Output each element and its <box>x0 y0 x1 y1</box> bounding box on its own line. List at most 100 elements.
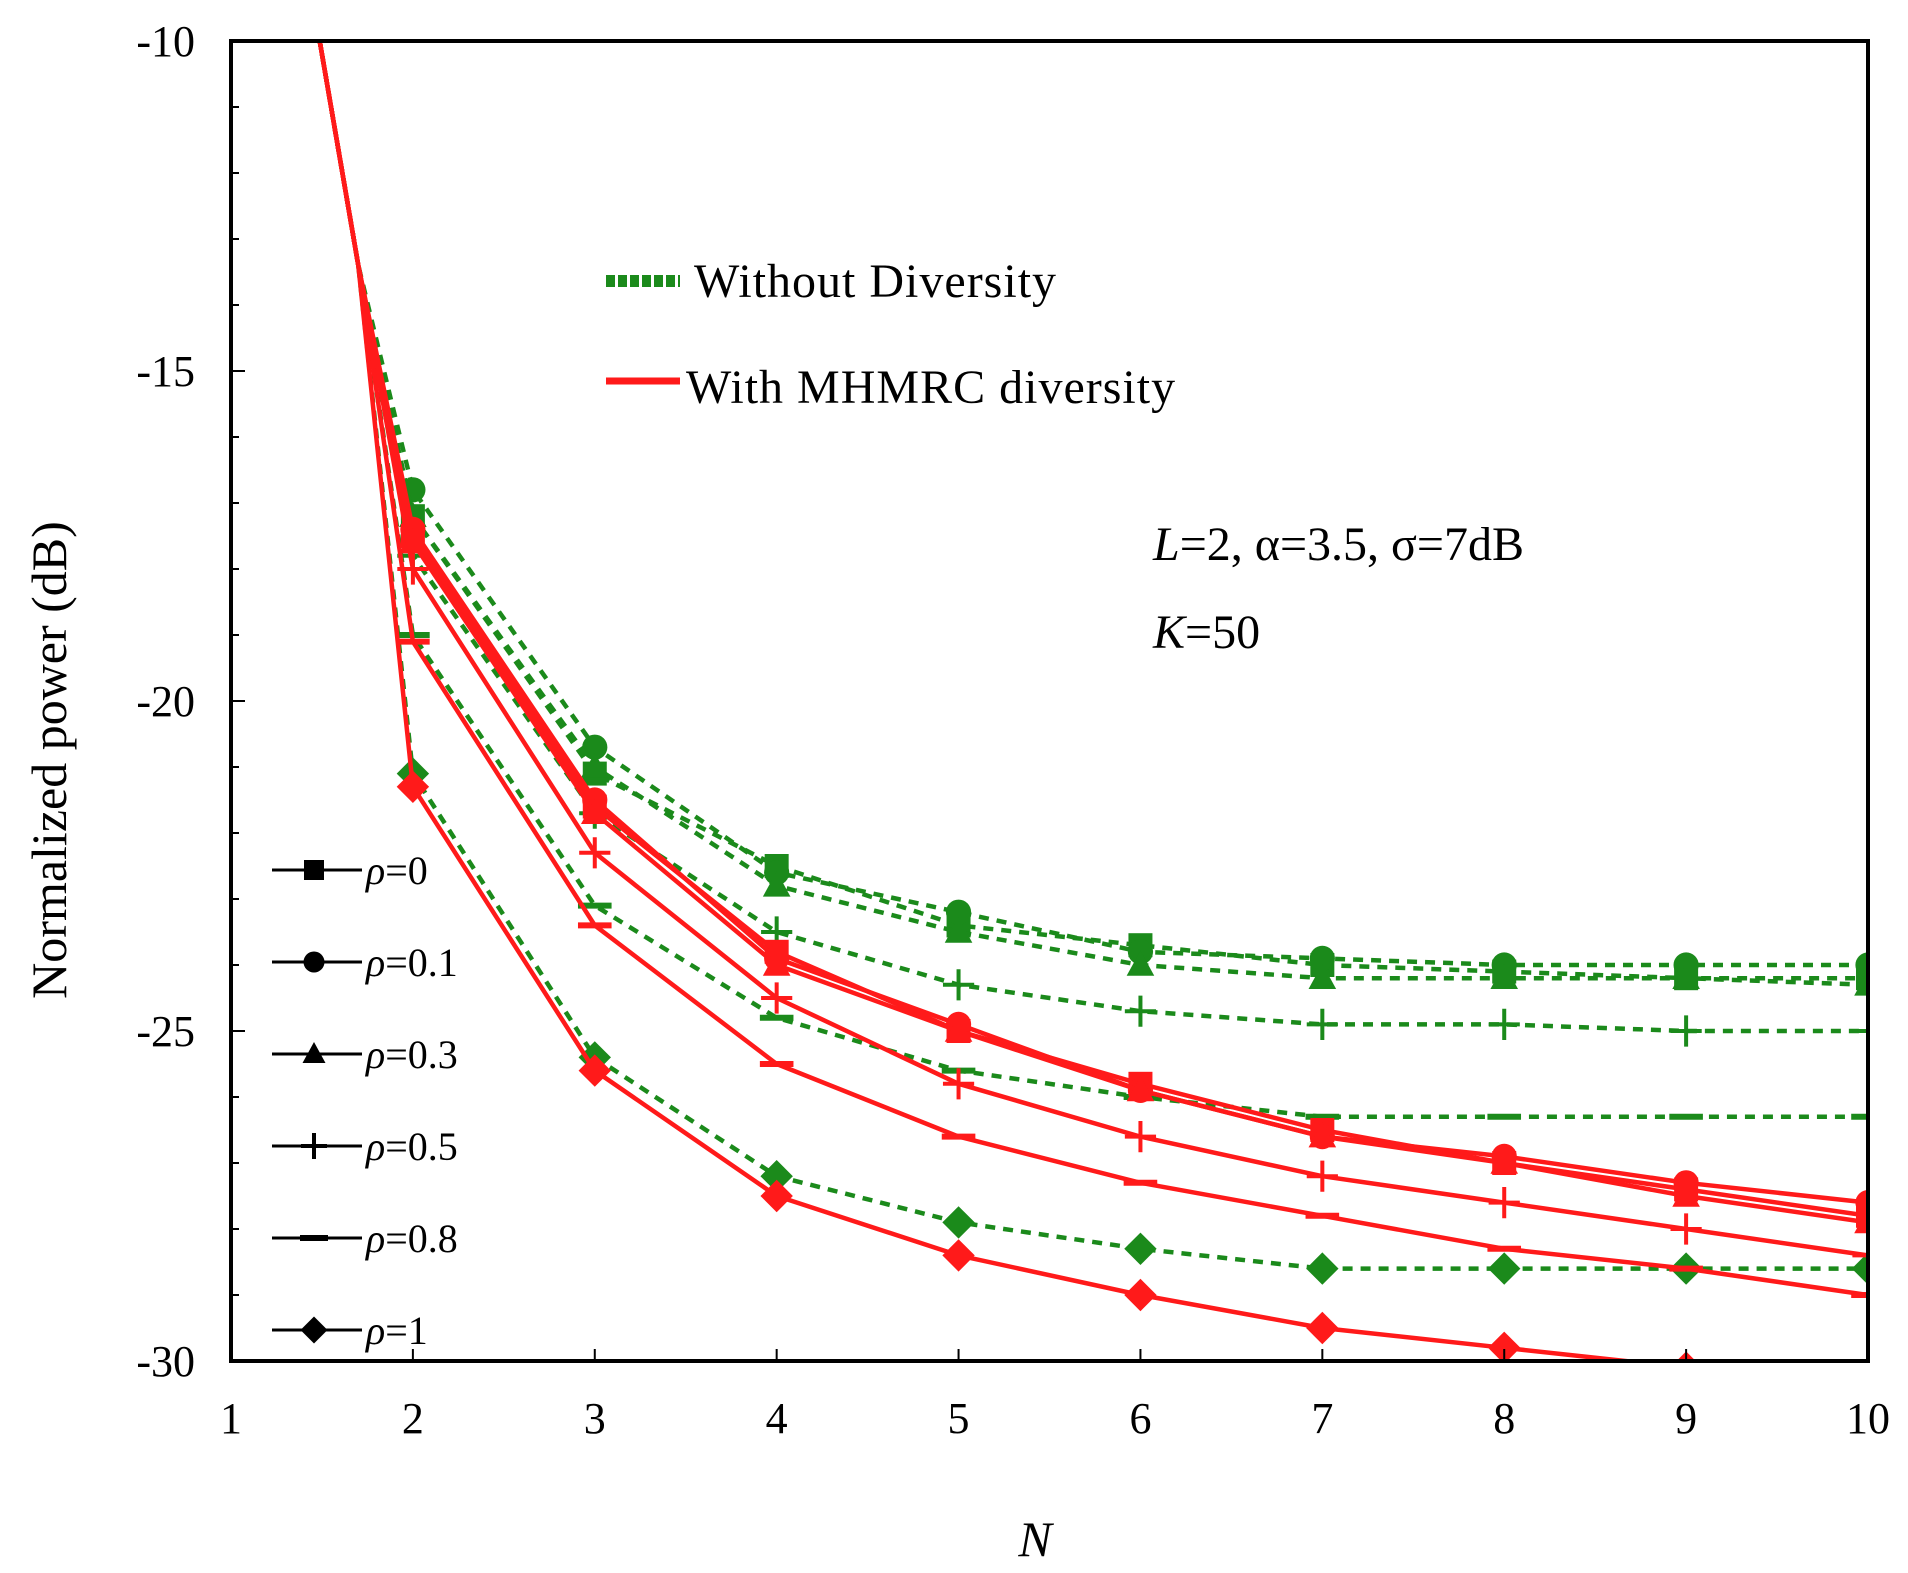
x-axis-title: N <box>1017 1511 1054 1567</box>
x-tick-label: 4 <box>766 1394 788 1443</box>
marker-legend-item: ρ=0.3 <box>272 1032 458 1077</box>
marker-square <box>304 860 324 880</box>
marker-triangle <box>944 917 973 943</box>
marker-circle <box>303 951 325 973</box>
marker-plus <box>942 969 975 1001</box>
x-tick-label: 6 <box>1129 1394 1151 1443</box>
param-L: L <box>1152 518 1180 571</box>
param-K: K <box>1152 606 1188 659</box>
marker-triangle <box>1126 950 1155 976</box>
series-with-triangle <box>317 41 1868 1234</box>
series-line <box>317 41 1868 1219</box>
marker-legend-item: ρ=0.5 <box>272 1124 458 1169</box>
series-with-circle <box>317 41 1868 1216</box>
rho-symbol: ρ <box>364 1216 385 1261</box>
marker-plus <box>1670 1213 1702 1245</box>
rho-symbol: ρ <box>364 848 385 893</box>
parameter-annotation: L=2, α=3.5, σ=7dB K=50 <box>1152 518 1524 659</box>
marker-plus <box>942 1068 975 1100</box>
rho-value: =0.5 <box>385 1124 458 1169</box>
marker-legend-item: ρ=0.8 <box>272 1216 458 1261</box>
marker-plus <box>1488 1008 1520 1040</box>
rho-symbol: ρ <box>364 1308 385 1353</box>
marker-legend-label: ρ=0.5 <box>364 1124 458 1169</box>
rho-value: =0.3 <box>385 1032 458 1077</box>
marker-diamond <box>942 1239 975 1272</box>
marker-legend-item: ρ=0.1 <box>272 940 458 985</box>
y-tick-label: -25 <box>136 1007 195 1056</box>
legend-without-label: Without Diversity <box>694 255 1057 308</box>
marker-plus <box>1306 1008 1338 1040</box>
rho-value: =0 <box>385 848 428 893</box>
series-layer <box>317 41 1868 1361</box>
series-line <box>317 41 1868 968</box>
marker-legend-label: ρ=0.1 <box>364 940 458 985</box>
marker-circle <box>1855 1190 1868 1216</box>
marker-triangle <box>1672 1181 1700 1207</box>
series-without-circle <box>317 41 1868 978</box>
marker-triangle <box>762 950 791 976</box>
marker-plus <box>1852 1239 1868 1271</box>
marker-plus <box>1124 1121 1157 1153</box>
series-line <box>317 41 1868 1225</box>
rho-value: =1 <box>385 1308 428 1353</box>
marker-diamond <box>396 770 430 803</box>
series-line <box>317 41 1647 1361</box>
marker-triangle <box>399 528 427 554</box>
param-alpha: α <box>1255 518 1280 571</box>
marker-legend-label: ρ=1 <box>364 1308 428 1353</box>
x-tick-label: 7 <box>1311 1394 1333 1443</box>
param-K-value: =50 <box>1185 606 1260 659</box>
marker-triangle <box>1854 1208 1868 1234</box>
legend: Without Diversity With MHMRC diversity <box>606 255 1176 414</box>
marker-diamond <box>760 1179 793 1213</box>
y-tick-labels: -10 -15 -20 -25 -30 <box>136 17 195 1386</box>
series-with-plus <box>317 41 1868 1271</box>
plot-frame <box>229 39 1870 1363</box>
marker-legend-label: ρ=0 <box>364 848 428 893</box>
marker-diamond <box>300 1316 328 1344</box>
marker-triangle <box>580 752 609 778</box>
marker-diamond <box>1124 1278 1157 1312</box>
marker-plus <box>1488 1187 1520 1219</box>
series-line <box>317 41 1868 988</box>
param-sigma: σ <box>1391 518 1417 571</box>
y-tick-label: -30 <box>136 1337 195 1386</box>
rho-symbol: ρ <box>364 940 385 985</box>
marker-plus <box>1306 1160 1338 1192</box>
marker-triangle <box>580 798 609 824</box>
series-without-dash <box>317 41 1868 1120</box>
x-tick-label: 8 <box>1493 1394 1515 1443</box>
marker-legend: ρ=0ρ=0.1ρ=0.3ρ=0.5ρ=0.8ρ=1 <box>272 848 458 1353</box>
marker-legend-label: ρ=0.8 <box>364 1216 458 1261</box>
marker-diamond <box>1851 1252 1868 1285</box>
series-without-square <box>317 41 1868 991</box>
rho-value: =0.8 <box>385 1216 458 1261</box>
series-line <box>317 41 1868 981</box>
marker-diamond <box>1306 1252 1339 1285</box>
marker-plus <box>1124 995 1157 1027</box>
series-line <box>317 41 1868 1205</box>
marker-legend-item: ρ=0 <box>272 848 428 893</box>
marker-diamond <box>942 1206 975 1239</box>
marker-triangle <box>1126 1076 1155 1102</box>
series-with-diamond <box>317 41 1696 1361</box>
series-line <box>317 41 1868 1298</box>
marker-legend-item: ρ=1 <box>272 1308 428 1353</box>
series-with-dash <box>317 41 1868 1298</box>
x-tick-label: 1 <box>220 1394 242 1443</box>
marker-triangle <box>944 1016 973 1042</box>
series-line <box>317 41 1868 1034</box>
y-axis-title: Normalized power (dB) <box>21 521 77 999</box>
series-without-triangle <box>317 41 1868 996</box>
marker-triangle <box>1490 963 1519 989</box>
legend-with-label: With MHMRC diversity <box>686 361 1176 414</box>
svg-text:K=50: K=50 <box>1152 606 1260 659</box>
marker-diamond <box>1306 1311 1339 1345</box>
rho-value: =0.1 <box>385 940 458 985</box>
rho-symbol: ρ <box>364 1032 385 1077</box>
marker-circle <box>945 899 972 925</box>
y-tick-label: -10 <box>136 17 195 66</box>
marker-plus <box>761 982 793 1014</box>
